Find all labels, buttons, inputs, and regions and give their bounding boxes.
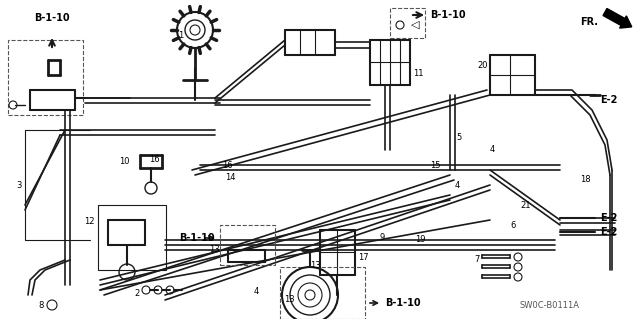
Text: 9: 9	[380, 234, 385, 242]
Bar	[390, 8, 425, 38]
Text: B-1-10: B-1-10	[385, 298, 420, 308]
Bar	[98, 205, 166, 270]
Text: ◁: ◁	[411, 20, 419, 30]
FancyArrow shape	[603, 9, 632, 28]
Text: 4: 4	[490, 145, 495, 154]
Text: 18: 18	[580, 175, 591, 184]
Text: 5: 5	[456, 133, 461, 143]
Text: 15: 15	[430, 160, 440, 169]
Text: 21: 21	[520, 201, 531, 210]
Text: 11: 11	[413, 69, 424, 78]
Text: 4: 4	[254, 287, 259, 296]
Text: E-2: E-2	[600, 213, 618, 223]
Text: 20: 20	[477, 61, 488, 70]
Text: 12: 12	[84, 218, 95, 226]
Text: 1: 1	[178, 31, 183, 40]
Text: 3: 3	[17, 181, 22, 189]
Text: E-2: E-2	[600, 95, 618, 105]
Text: 13: 13	[310, 262, 321, 271]
Text: 6: 6	[510, 220, 515, 229]
Text: 19: 19	[415, 235, 426, 244]
Text: 14: 14	[225, 174, 236, 182]
Text: 8: 8	[38, 300, 44, 309]
Text: B-1-10: B-1-10	[179, 233, 215, 243]
Text: 4: 4	[455, 181, 460, 189]
Text: 2: 2	[135, 288, 140, 298]
Text: 13: 13	[209, 246, 220, 255]
Text: 7: 7	[475, 256, 480, 264]
Bar	[220, 225, 275, 265]
Text: 10: 10	[120, 158, 130, 167]
Text: 16: 16	[149, 155, 160, 165]
Text: B-1-10: B-1-10	[430, 10, 466, 20]
Text: 16: 16	[222, 160, 232, 169]
Text: 17: 17	[358, 254, 369, 263]
Bar	[8, 40, 83, 115]
Text: 13: 13	[284, 295, 295, 305]
Text: FR.: FR.	[580, 17, 598, 27]
Text: E-2: E-2	[600, 227, 618, 237]
Text: SW0C-B0111A: SW0C-B0111A	[520, 300, 580, 309]
Text: B-1-10: B-1-10	[34, 13, 70, 23]
Bar	[280, 267, 365, 319]
